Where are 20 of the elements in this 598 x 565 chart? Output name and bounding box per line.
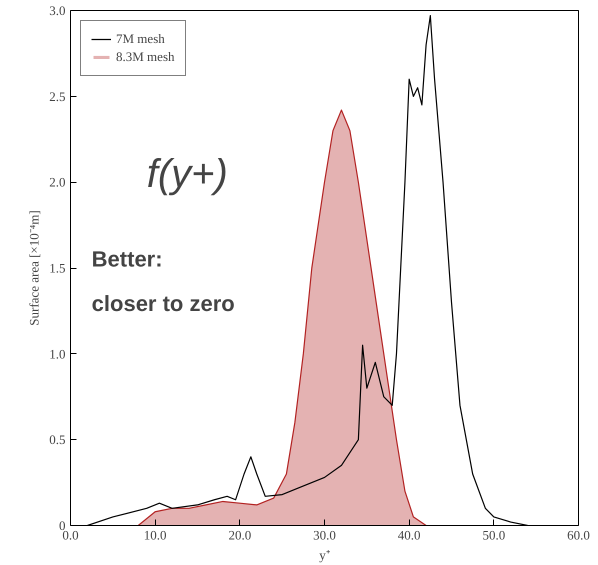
y-tick-label: 3.0 [49,3,66,18]
y-tick-label: 1.5 [49,260,66,276]
x-tick-label: 20.0 [228,528,252,542]
annotation: Better: [92,246,163,272]
x-tick-label: 40.0 [398,528,421,542]
x-tick-label: 10.0 [144,528,167,542]
y-tick-label: 0 [59,518,66,533]
y-tick-label: 0.5 [49,432,66,448]
x-tick-label: 30.0 [313,528,336,542]
legend-label: 7M mesh [116,31,165,47]
y-tick-label: 2.5 [49,88,66,104]
annotation: closer to zero [92,291,235,316]
legend-label: 8.3M mesh [116,49,174,65]
y-tick-label: 2.0 [49,174,66,190]
x-axis-title: y⁺ [319,548,330,562]
x-tick-label: 50.0 [482,528,506,542]
x-tick-label: 60.0 [567,528,590,542]
y-axis-title: Surface area [×10⁻⁴m] [26,210,42,326]
annotation: f(y+) [146,152,228,196]
y-tick-label: 1.0 [49,346,66,362]
